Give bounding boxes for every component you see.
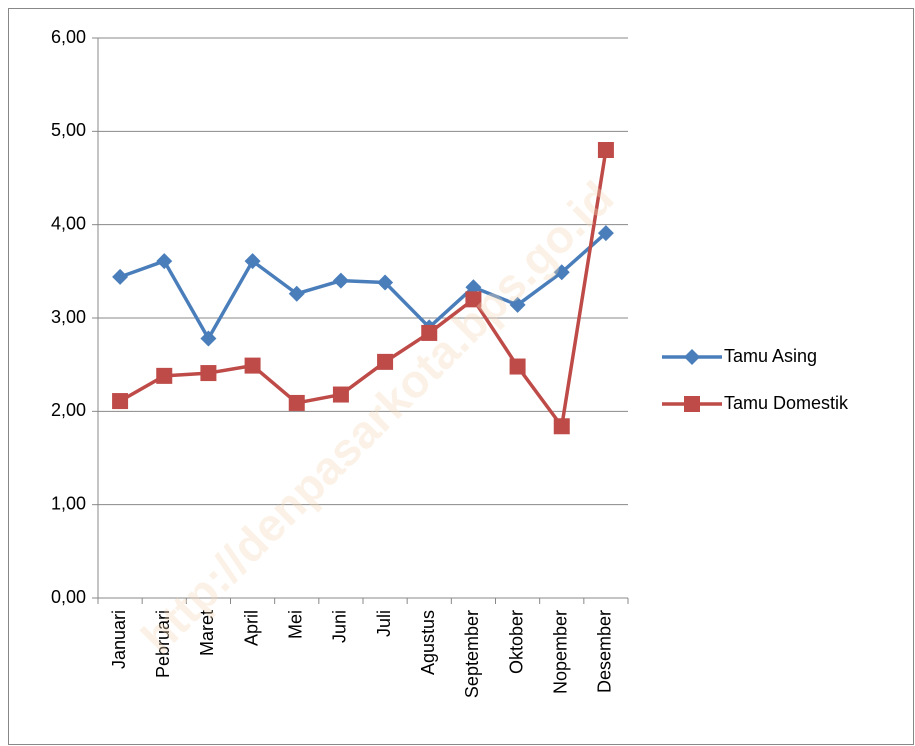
y-tick-label: 1,00 — [51, 493, 86, 513]
point — [421, 324, 438, 341]
x-tick-label: Desember — [595, 610, 615, 693]
point — [377, 353, 394, 370]
point — [200, 330, 217, 347]
legend-label: Tamu Asing — [724, 346, 817, 366]
series-line — [119, 231, 608, 341]
point — [597, 225, 614, 242]
y-tick-label: 0,00 — [51, 587, 86, 607]
point — [509, 296, 526, 313]
point — [465, 279, 482, 296]
point — [553, 418, 570, 435]
point — [332, 386, 349, 403]
x-tick-label: Juli — [374, 610, 394, 637]
point — [112, 393, 129, 410]
x-tick-label: Oktober — [506, 610, 526, 674]
point — [200, 365, 217, 382]
legend-marker — [684, 396, 700, 412]
x-tick-label: Juni — [330, 610, 350, 643]
point — [509, 358, 526, 375]
point — [244, 357, 261, 374]
x-tick-label: April — [241, 610, 261, 646]
point — [112, 268, 129, 285]
x-tick-label: Pebruari — [153, 610, 173, 678]
point — [288, 394, 305, 411]
y-tick-label: 6,00 — [51, 27, 86, 47]
legend-marker — [684, 349, 700, 365]
point — [465, 291, 482, 308]
x-tick-label: Januari — [109, 610, 129, 669]
x-tick-label: Agustus — [418, 610, 438, 675]
x-tick-label: September — [462, 610, 482, 698]
point — [156, 253, 173, 270]
point — [244, 253, 261, 270]
point — [288, 285, 305, 302]
x-tick-label: Mei — [286, 610, 306, 639]
y-tick-label: 3,00 — [51, 307, 86, 327]
legend-label: Tamu Domestik — [724, 393, 849, 413]
x-tick-label: Nopember — [551, 610, 571, 694]
x-tick-label: Maret — [197, 610, 217, 656]
point — [553, 264, 570, 281]
y-tick-label: 4,00 — [51, 213, 86, 233]
y-tick-label: 2,00 — [51, 400, 86, 420]
point — [332, 272, 349, 289]
point — [377, 274, 394, 291]
y-tick-label: 5,00 — [51, 120, 86, 140]
point — [156, 367, 173, 384]
point — [597, 142, 614, 158]
